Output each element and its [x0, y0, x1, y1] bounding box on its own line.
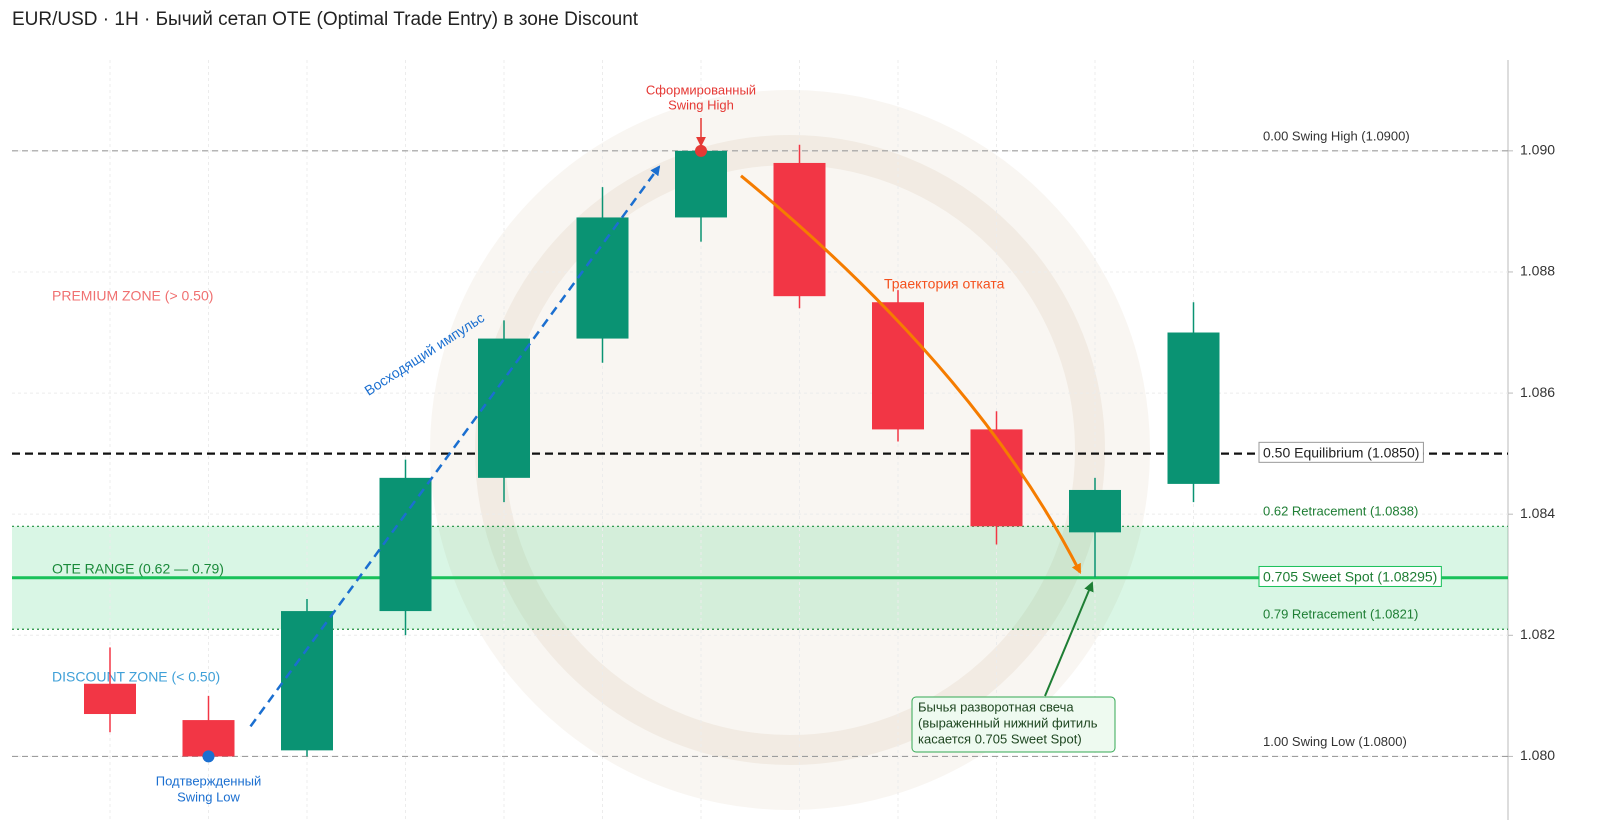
reversal-arrow: [1044, 581, 1094, 697]
y-tick-label: 1.080: [1520, 747, 1555, 763]
y-tick-label: 1.090: [1520, 142, 1555, 158]
swing-low-dot: [202, 750, 215, 763]
level-label-box: [1258, 565, 1442, 587]
y-tick-label: 1.088: [1520, 263, 1555, 279]
level-label: 0.00 Swing High (1.0900): [1263, 128, 1410, 143]
reversal-box: [911, 696, 1116, 753]
swing-low-label: Swing Low: [177, 789, 240, 804]
y-tick-label: 1.082: [1520, 626, 1555, 642]
y-tick-label: 1.086: [1520, 384, 1555, 400]
level-label: 0.79 Retracement (1.0821): [1263, 607, 1418, 622]
level-label: 0.50 Equilibrium (1.0850): [1263, 444, 1419, 460]
candle-body: [84, 683, 136, 715]
candle-body: [872, 302, 924, 430]
candle-body: [576, 217, 629, 339]
swing-high-dot: [695, 144, 707, 157]
level-label-box: [1258, 441, 1424, 463]
candle-body: [970, 429, 1023, 527]
reversal-label: Бычья разворотная свеча: [918, 699, 1074, 714]
zone-label: OTE RANGE (0.62 — 0.79): [52, 561, 224, 577]
zone-label: DISCOUNT ZONE (< 0.50): [52, 669, 220, 685]
pullback-arrow: [740, 174, 1082, 574]
swing-high-label: Сформированный: [646, 82, 756, 97]
candle-body: [281, 611, 333, 751]
reversal-label: касается 0.705 Sweet Spot): [918, 731, 1082, 746]
zone-label: PREMIUM ZONE (> 0.50): [52, 288, 213, 304]
swing-low-label: Подтвержденный: [156, 773, 262, 788]
level-label: 0.705 Sweet Spot (1.08295): [1263, 568, 1437, 584]
candle-body: [182, 720, 235, 757]
impulse-arrow: [249, 165, 661, 728]
pullback-label: Траектория отката: [884, 276, 1005, 292]
candle-body: [478, 338, 530, 478]
reversal-label: (выраженный нижний фитиль: [918, 715, 1098, 730]
candle-body: [773, 162, 826, 297]
level-label: 1.00 Swing Low (1.0800): [1263, 734, 1407, 749]
chart-title: EUR/USD · 1H · Бычий сетап OTE (Optimal …: [12, 9, 639, 30]
candle-body: [675, 150, 727, 218]
candle-body: [379, 477, 432, 612]
swing-high-label: Swing High: [668, 97, 734, 112]
level-label: 0.62 Retracement (1.0838): [1263, 504, 1418, 519]
y-tick-label: 1.084: [1520, 505, 1555, 521]
candle-body: [1167, 332, 1220, 484]
candle-body: [1069, 489, 1121, 533]
